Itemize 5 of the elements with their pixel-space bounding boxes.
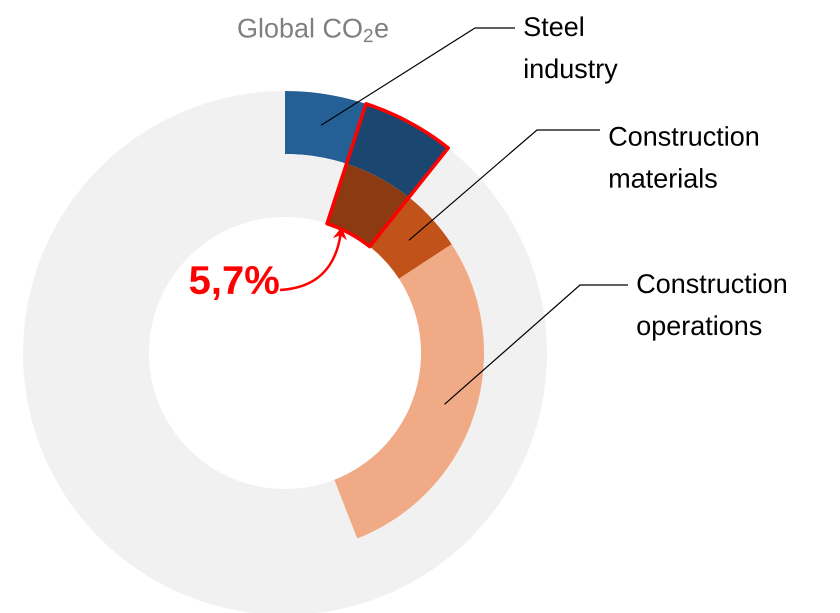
slice-label: Construction operations <box>637 273 786 341</box>
text: 5,7% <box>190 266 279 300</box>
chart-title: Global CO$_{2}$e <box>238 18 388 42</box>
slice-label: Steel industry <box>524 16 618 84</box>
slice-label: Construction materials <box>610 126 758 188</box>
